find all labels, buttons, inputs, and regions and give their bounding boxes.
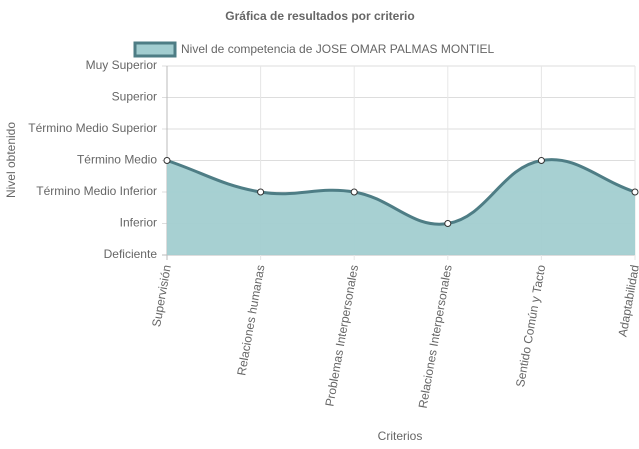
line <box>166 158 636 226</box>
point <box>537 157 545 164</box>
chart-title: Gráfica de resultados por criterio <box>225 9 414 23</box>
y-tick-label: Término Medio Inferior <box>36 184 157 198</box>
x-tick-label: Problemas Interpersonales <box>322 264 361 408</box>
area <box>167 159 635 255</box>
point <box>350 188 358 196</box>
x-axis-title: Criterios <box>378 429 423 443</box>
y-tick-label: Término Medio <box>77 153 157 167</box>
y-tick-label: Muy Superior <box>86 58 157 72</box>
x-tick-label: Relaciones Interpersonales <box>416 264 455 410</box>
y-tick-label: Superior <box>112 90 157 104</box>
point <box>444 220 452 227</box>
x-tick-label: Supervisión <box>149 264 174 328</box>
legend-swatch <box>133 41 177 58</box>
y-axis-title: Nivel obtenido <box>4 122 18 198</box>
x-tick-label: Relaciones humanas <box>234 264 267 377</box>
y-tick-label: Inferior <box>120 216 157 230</box>
point <box>631 188 639 196</box>
y-tick-label: Deficiente <box>104 247 158 261</box>
legend-label: Nivel de competencia de JOSE OMAR PALMAS… <box>181 42 495 56</box>
y-tick-label: Término Medio Superior <box>28 121 157 135</box>
point <box>163 157 171 164</box>
x-tick-label: Sentido Común y Tacto <box>513 263 548 388</box>
point <box>257 188 265 196</box>
x-tick-label: Adaptabilidad <box>615 264 639 338</box>
